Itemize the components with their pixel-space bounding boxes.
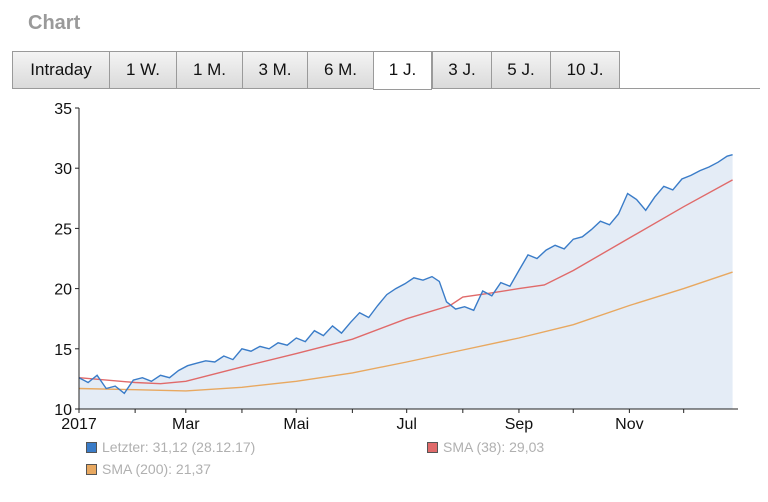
price-area [79,154,733,409]
period-tabs: Intraday 1 W. 1 M. 3 M. 6 M. 1 J. 3 J. 5… [12,51,760,90]
tab-1-week[interactable]: 1 W. [109,51,176,89]
legend-swatch-letzter [86,442,97,453]
tab-3-years[interactable]: 3 J. [432,51,491,89]
legend-label-sma-200: SMA (200): 21,37 [102,461,211,477]
legend-swatch-sma-200 [86,464,97,475]
x-tick-label: Sep [505,416,534,433]
y-tick-label: 35 [54,101,72,118]
legend-item-sma-200: SMA (200): 21,37 [86,461,211,477]
x-tick-label: Mar [172,416,200,433]
legend-item-sma-38: SMA (38): 29,03 [427,439,544,455]
tab-1-month[interactable]: 1 M. [176,51,242,89]
tab-3-months[interactable]: 3 M. [242,51,307,89]
y-tick-label: 15 [54,342,72,359]
x-tick-label: Mai [283,416,309,433]
price-chart: 10 15 20 25 30 35 2017 Mar Mai Jul Sep Nov [54,101,738,433]
tab-10-years[interactable]: 10 J. [550,51,620,89]
legend-label-sma-38: SMA (38): 29,03 [443,439,545,455]
legend-label-letzter: Letzter: 31,12 (28.12.17) [102,439,256,455]
y-tick-label: 20 [54,282,72,299]
chart-heading: Chart [28,12,81,34]
y-tick-label: 25 [54,221,72,238]
legend-item-letzter: Letzter: 31,12 (28.12.17) [86,439,255,455]
y-tick-label: 30 [54,161,72,178]
y-tick-label: 10 [54,402,72,419]
series-line-sma-200 [78,271,733,392]
x-tick-label: Nov [615,416,643,433]
tab-intraday[interactable]: Intraday [12,51,109,89]
series-line-letzter [78,154,733,395]
tab-5-years[interactable]: 5 J. [491,51,550,89]
tab-1-year[interactable]: 1 J. [373,51,432,90]
x-tick-label: Jul [396,416,416,433]
legend-swatch-sma-38 [427,442,438,453]
x-tick-label: 2017 [61,416,97,433]
tab-6-months[interactable]: 6 M. [307,51,373,89]
